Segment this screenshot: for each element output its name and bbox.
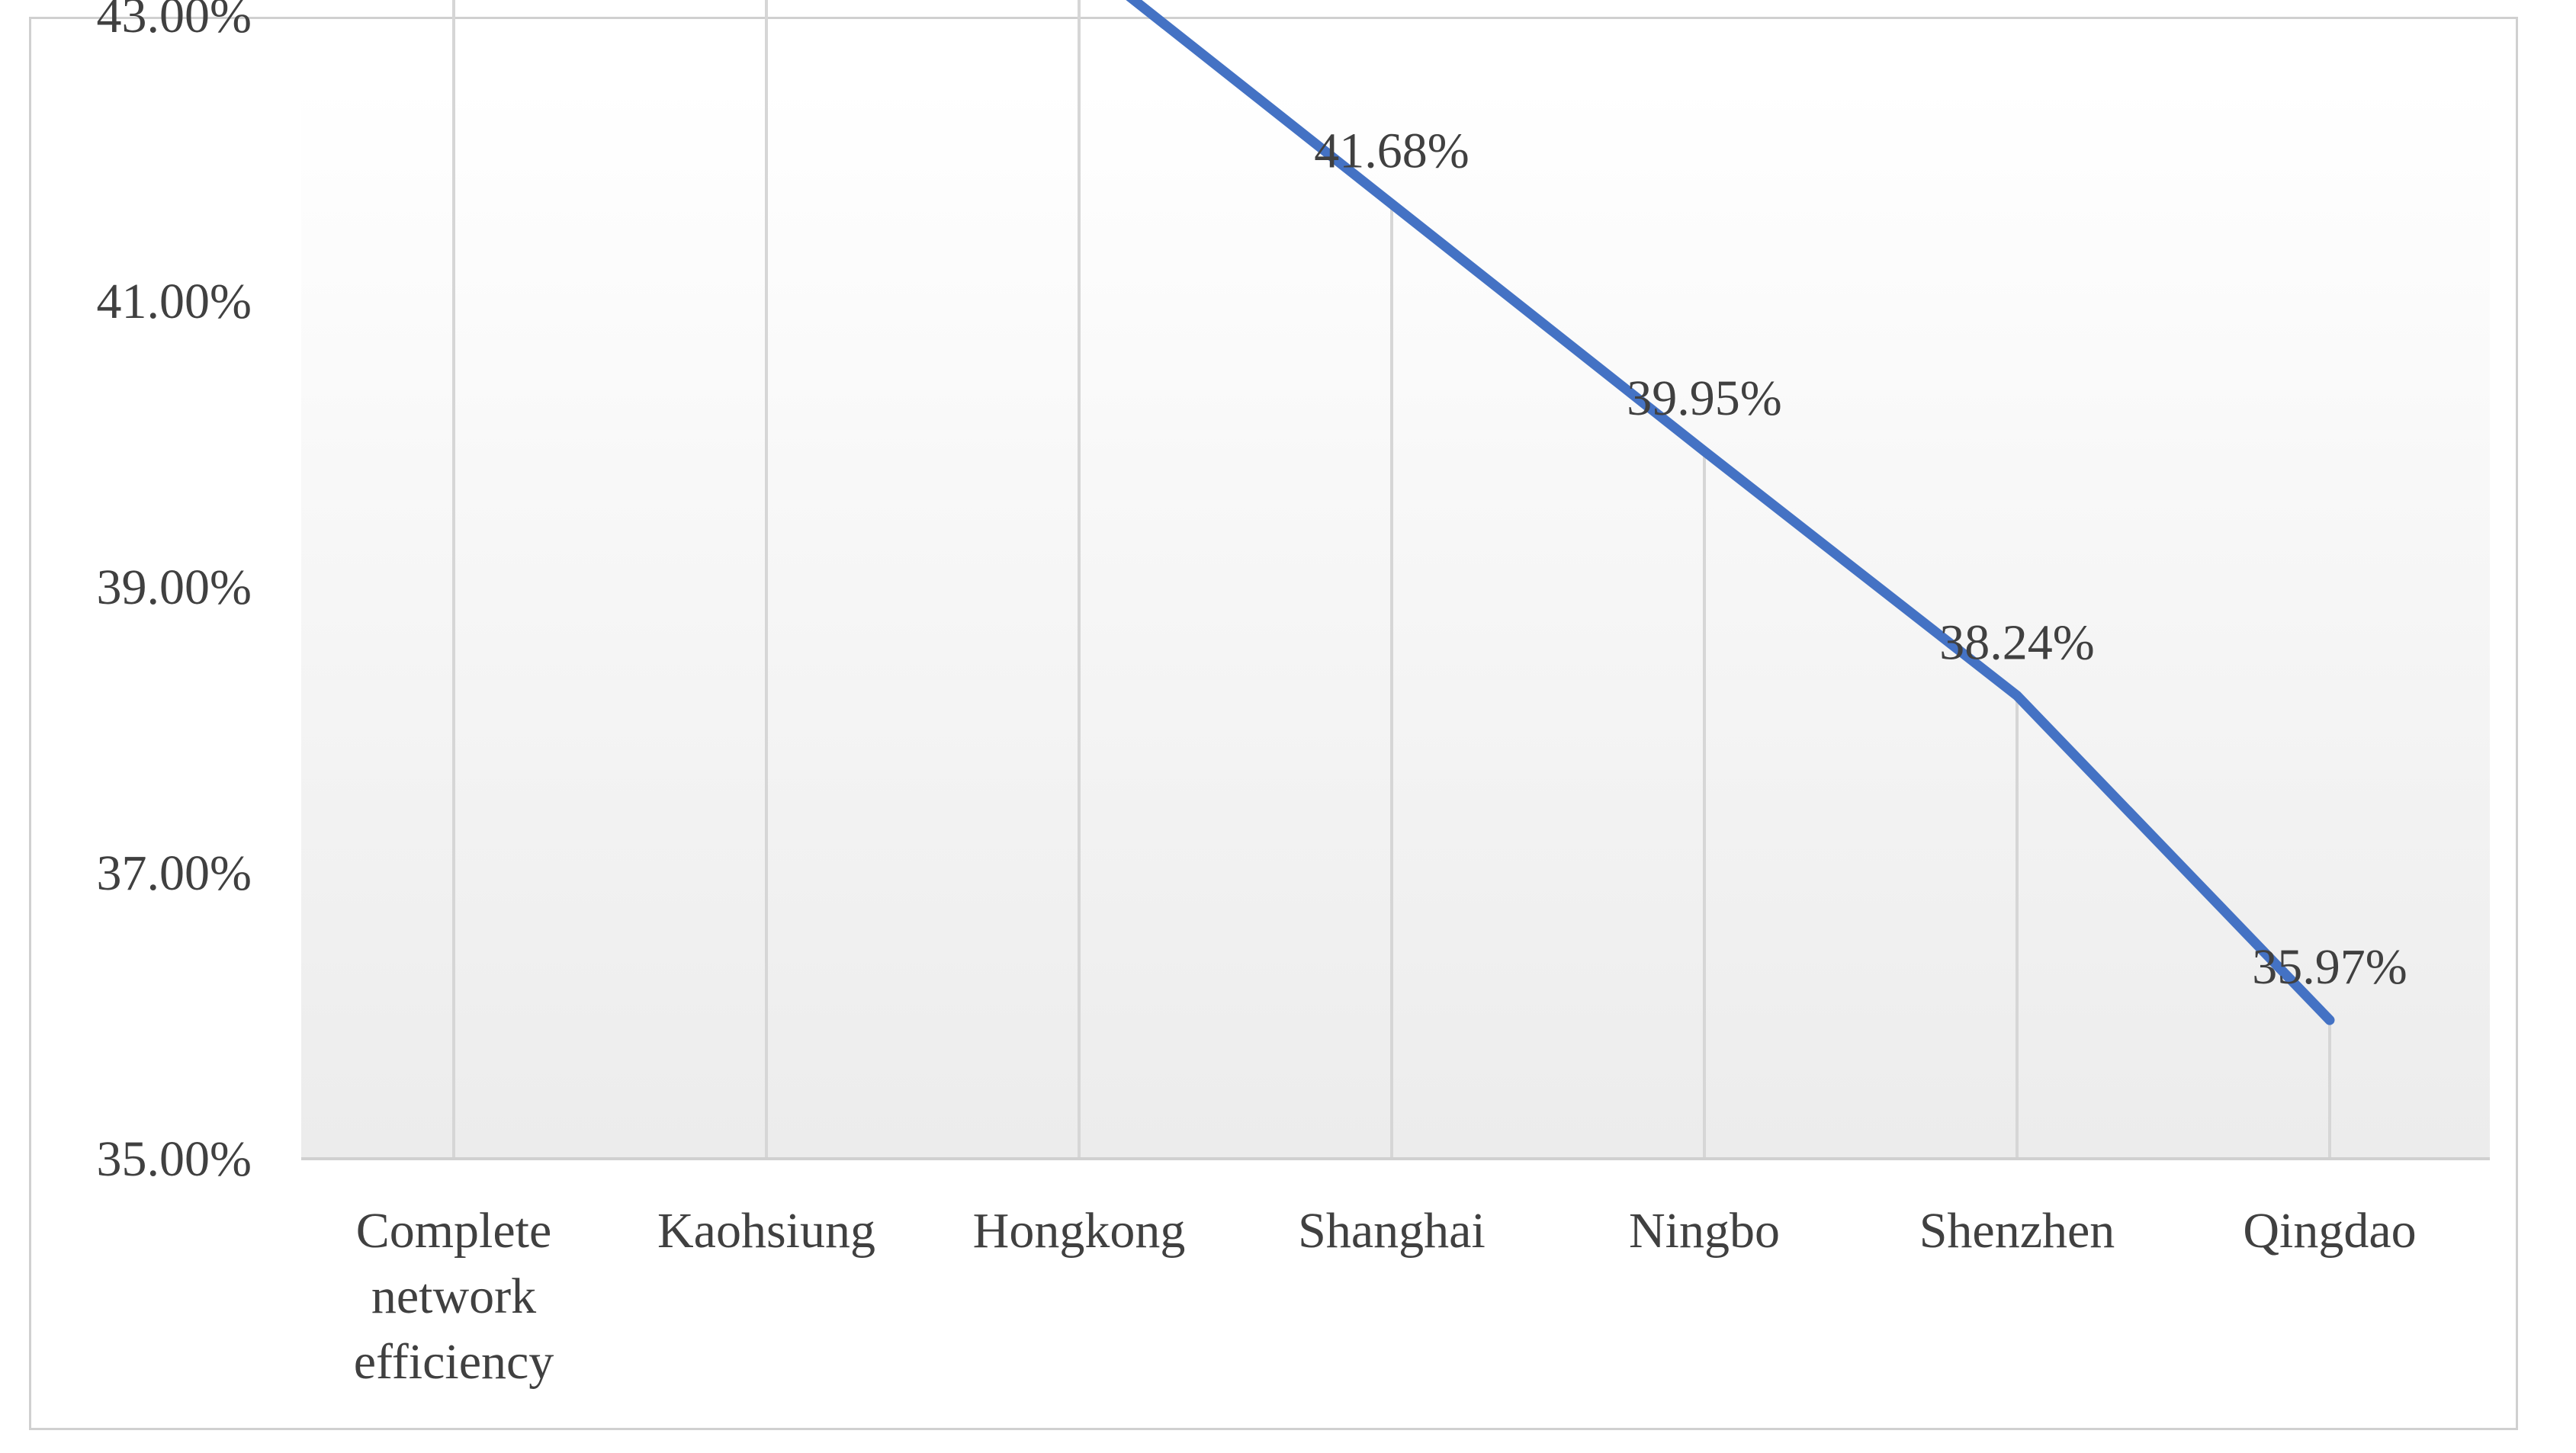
y-tick-label: 37.00% <box>97 845 252 901</box>
x-category-label: Hongkong <box>973 1203 1186 1259</box>
data-label: 35.97% <box>2252 939 2407 995</box>
x-category-label: Kaohsiung <box>657 1203 875 1259</box>
x-category-label: Qingdao <box>2243 1203 2416 1259</box>
x-category-label-line: Complete <box>356 1203 552 1259</box>
y-axis-ticks: 35.00%37.00%39.00%41.00%43.00%45.00%47.0… <box>97 0 252 1187</box>
plot-area <box>301 84 2490 1159</box>
x-category-label: Ningbo <box>1629 1203 1780 1259</box>
data-label: 39.95% <box>1627 370 1781 426</box>
drop-lines <box>452 0 2331 1159</box>
y-tick-label: 43.00% <box>97 0 252 43</box>
data-label: 38.24% <box>1939 615 2094 671</box>
series-line <box>1126 0 2335 1025</box>
x-category-label: Shenzhen <box>1919 1203 2115 1259</box>
x-category-label-line: efficiency <box>354 1334 554 1390</box>
x-category-label: Complete network efficiency <box>354 1203 554 1390</box>
x-category-label-line: Shenzhen <box>1919 1203 2115 1259</box>
y-tick-label: 41.00% <box>97 274 252 329</box>
data-label: 41.68% <box>1314 123 1469 179</box>
y-tick-label: 35.00% <box>97 1131 252 1187</box>
x-category-label: Shanghai <box>1298 1203 1486 1259</box>
data-labels: 49.99%45.40%43.41%41.68%39.95%38.24%35.9… <box>1314 123 2407 996</box>
x-category-label-line: Kaohsiung <box>657 1203 875 1259</box>
y-tick-label: 39.00% <box>97 560 252 615</box>
x-category-label-line: Ningbo <box>1629 1203 1780 1259</box>
x-category-label-line: Qingdao <box>2243 1203 2416 1259</box>
x-axis-category-labels: Complete network efficiency Kaohsiung Hongko… <box>354 1203 2417 1390</box>
x-category-label-line: network <box>371 1269 536 1324</box>
x-category-label-line: Shanghai <box>1298 1203 1486 1259</box>
x-category-label-line: Hongkong <box>973 1203 1186 1259</box>
